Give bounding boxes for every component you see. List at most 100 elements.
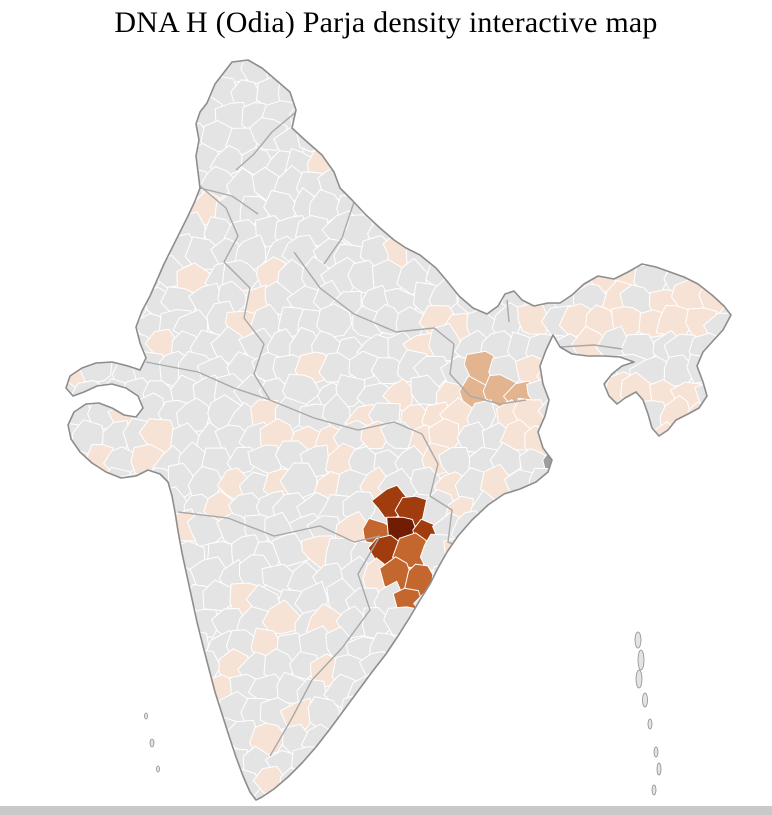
district-cell[interactable] (704, 487, 739, 525)
district-cell[interactable] (368, 717, 409, 751)
district-cell[interactable] (175, 397, 211, 432)
district-cell[interactable] (503, 699, 535, 734)
district-cell[interactable] (561, 631, 602, 661)
district-cell[interactable] (390, 170, 424, 202)
district-cell[interactable] (542, 633, 573, 669)
district-cell[interactable] (121, 507, 157, 544)
district-cell[interactable] (599, 96, 633, 132)
district-cell[interactable] (154, 33, 191, 70)
district-cell[interactable] (601, 694, 634, 734)
district-cell[interactable] (704, 118, 741, 159)
district-cell[interactable] (599, 424, 635, 460)
district-cell[interactable] (538, 261, 571, 298)
district-cell[interactable] (538, 494, 575, 525)
district-cell[interactable] (489, 254, 524, 291)
district-cell[interactable] (125, 490, 166, 524)
district-cell[interactable] (367, 170, 402, 204)
district-cell[interactable] (45, 515, 79, 548)
district-cell[interactable] (127, 127, 162, 159)
district-cell[interactable] (58, 627, 95, 666)
district-cell[interactable] (561, 529, 595, 568)
district-cell[interactable] (465, 79, 499, 110)
district-cell[interactable] (637, 121, 671, 153)
district-cell[interactable] (587, 767, 626, 801)
district-cell[interactable] (429, 191, 466, 226)
district-cell[interactable] (131, 166, 168, 203)
district-cell[interactable] (71, 600, 107, 634)
district-cell[interactable] (623, 471, 657, 502)
district-cell[interactable] (611, 124, 646, 163)
district-cell[interactable] (89, 281, 126, 321)
district-cell[interactable] (91, 194, 126, 223)
district-cell[interactable] (396, 763, 433, 802)
district-cell[interactable] (494, 540, 533, 576)
district-cell[interactable] (589, 583, 625, 622)
district-cell[interactable] (602, 143, 634, 175)
district-cell[interactable] (585, 403, 618, 437)
district-cell[interactable] (51, 741, 86, 779)
district-cell[interactable] (572, 705, 611, 734)
district-cell[interactable] (477, 50, 510, 91)
district-cell[interactable] (702, 541, 739, 579)
district-cell[interactable] (580, 680, 615, 714)
district-cell[interactable] (401, 123, 435, 157)
district-cell[interactable] (529, 59, 558, 92)
district-cell[interactable] (484, 742, 518, 776)
district-cell[interactable] (651, 514, 685, 552)
district-cell[interactable] (450, 146, 487, 175)
district-cell[interactable] (527, 467, 561, 497)
district-cell[interactable] (166, 699, 198, 733)
district-cell[interactable] (560, 487, 598, 522)
district-cell[interactable] (53, 694, 88, 730)
district-cell[interactable] (357, 747, 392, 778)
district-cell[interactable] (411, 193, 443, 222)
district-cell[interactable] (489, 120, 531, 155)
district-cell[interactable] (75, 651, 110, 689)
district-cell[interactable] (694, 562, 732, 597)
district-cell[interactable] (516, 34, 546, 70)
district-cell[interactable] (157, 163, 194, 204)
district-cell[interactable] (286, 59, 322, 91)
district-cell[interactable] (86, 175, 122, 208)
district-cell[interactable] (558, 74, 593, 109)
district-cell[interactable] (118, 239, 153, 274)
district-cell[interactable] (31, 167, 72, 199)
district-cell[interactable] (37, 311, 72, 345)
district-cell[interactable] (470, 32, 503, 70)
district-cell[interactable] (48, 466, 83, 502)
district-cell[interactable] (72, 231, 109, 270)
district-cell[interactable] (649, 605, 682, 638)
district-cell[interactable] (36, 766, 70, 800)
district-cell[interactable] (59, 265, 97, 297)
district-cell[interactable] (493, 78, 531, 114)
district-cell[interactable] (595, 564, 631, 594)
district-cell[interactable] (502, 607, 541, 640)
district-cell[interactable] (615, 768, 648, 799)
district-cell[interactable] (30, 446, 70, 480)
district-cell[interactable] (56, 677, 90, 712)
district-cell[interactable] (537, 583, 573, 616)
district-cell[interactable] (719, 332, 748, 363)
district-cell[interactable] (571, 604, 607, 640)
district-cell[interactable] (470, 221, 503, 248)
district-cell[interactable] (625, 192, 663, 230)
district-cell[interactable] (543, 164, 579, 204)
district-cell[interactable] (510, 165, 546, 200)
district-cell[interactable] (134, 214, 170, 248)
district-cell[interactable] (369, 668, 407, 706)
district-cell[interactable] (631, 583, 668, 620)
district-cell[interactable] (85, 725, 114, 754)
district-cell[interactable] (478, 237, 513, 270)
district-cell[interactable] (127, 672, 161, 707)
district-cell[interactable] (382, 741, 414, 779)
district-cell[interactable] (99, 513, 133, 549)
district-cell[interactable] (707, 167, 741, 206)
district-cell[interactable] (383, 186, 418, 228)
district-cell[interactable] (485, 190, 516, 224)
district-cell[interactable] (383, 694, 419, 735)
district-cell[interactable] (417, 30, 453, 65)
district-cell[interactable] (656, 629, 691, 664)
district-cell[interactable] (346, 31, 386, 63)
district-cell[interactable] (179, 36, 216, 72)
